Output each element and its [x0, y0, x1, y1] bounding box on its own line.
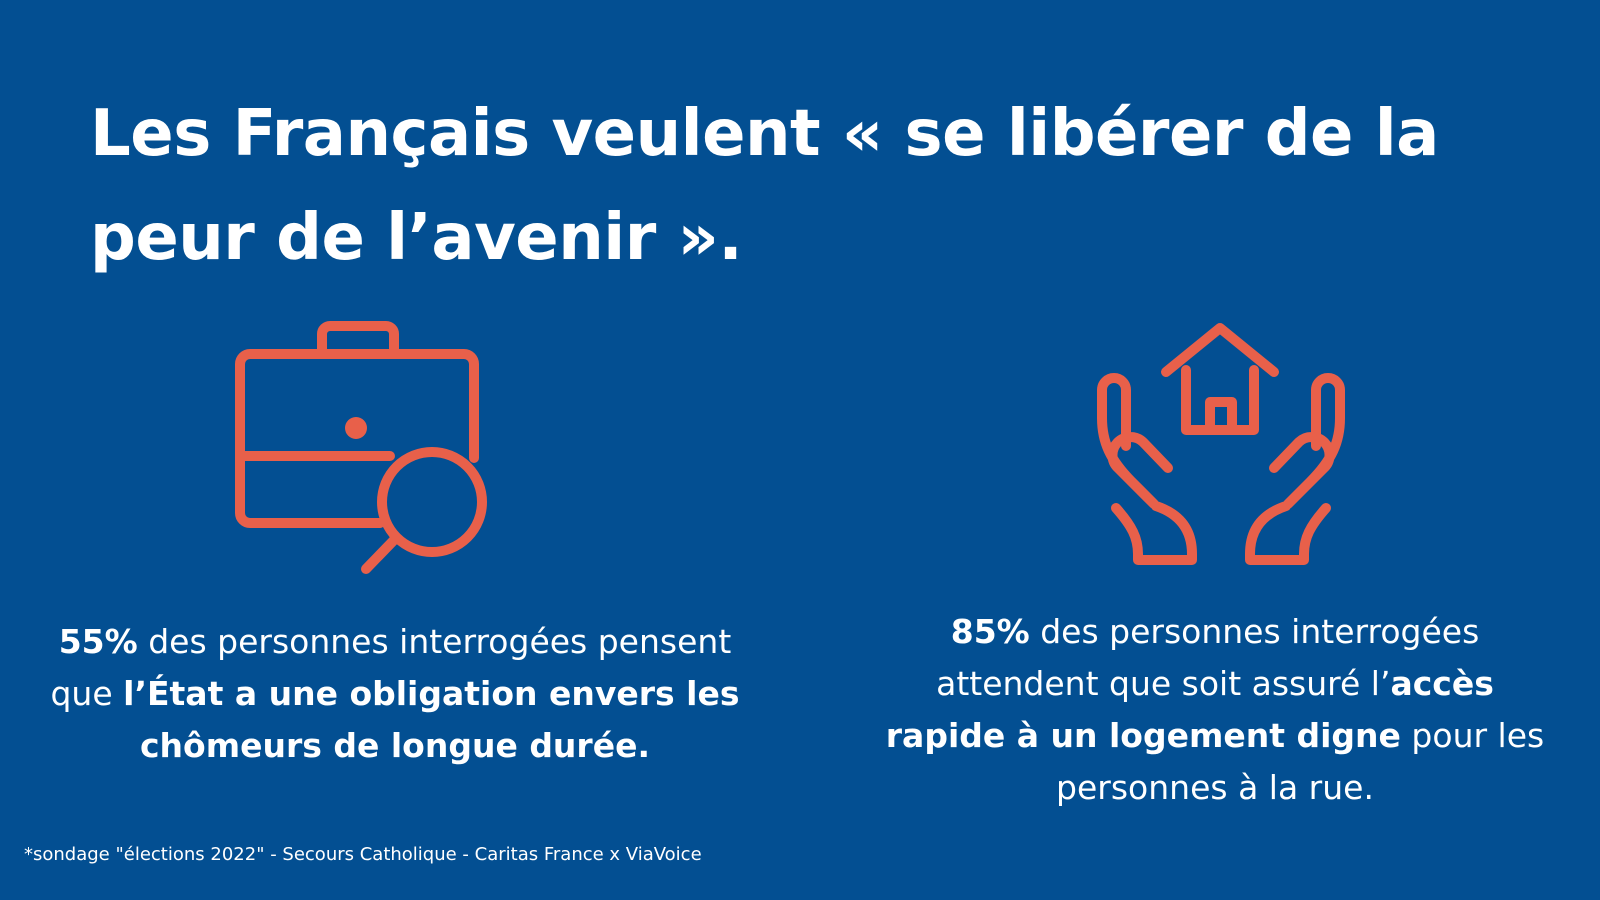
stat-left-text-1: des personnes interrogées pensent — [137, 622, 732, 661]
stat-left: 55% des personnes interrogées pensent qu… — [30, 616, 760, 772]
stat-right-text-4: personnes à la rue. — [1056, 768, 1374, 807]
stat-right-percent: 85% — [950, 612, 1030, 651]
stat-right-bold-1: accès — [1390, 664, 1494, 703]
stat-right-line-1: 85% des personnes interrogées — [860, 606, 1570, 658]
stat-right-text-2: attendent que soit assuré l’ — [936, 664, 1391, 703]
title-line-2: peur de l’avenir ». — [90, 201, 743, 275]
page-title: Les Français veulent « se libérer de la … — [90, 82, 1530, 290]
stat-right-line-4: personnes à la rue. — [860, 762, 1570, 814]
hands-house-icon — [1097, 323, 1345, 565]
stat-right: 85% des personnes interrogées attendent … — [860, 606, 1570, 814]
briefcase-search-icon — [235, 321, 487, 574]
title-line-1: Les Français veulent « se libérer de la — [90, 97, 1439, 171]
stat-left-bold-2: chômeurs de longue durée. — [139, 726, 651, 765]
stat-left-line-3: chômeurs de longue durée. — [30, 720, 760, 772]
stat-left-bold-1: l’État a une obligation envers les — [123, 674, 740, 713]
stat-left-line-2: que l’État a une obligation envers les — [30, 668, 760, 720]
stat-right-text-3: pour les — [1400, 716, 1545, 755]
stat-left-line-1: 55% des personnes interrogées pensent — [30, 616, 760, 668]
stat-right-bold-2: rapide à un logement digne — [885, 716, 1401, 755]
stat-right-line-2: attendent que soit assuré l’accès — [860, 658, 1570, 710]
stat-right-text-1: des personnes interrogées — [1029, 612, 1480, 651]
stat-right-line-3: rapide à un logement digne pour les — [860, 710, 1570, 762]
source-footnote: *sondage "élections 2022" - Secours Cath… — [24, 844, 702, 865]
stat-left-percent: 55% — [58, 622, 138, 661]
stat-left-text-2: que — [50, 674, 124, 713]
